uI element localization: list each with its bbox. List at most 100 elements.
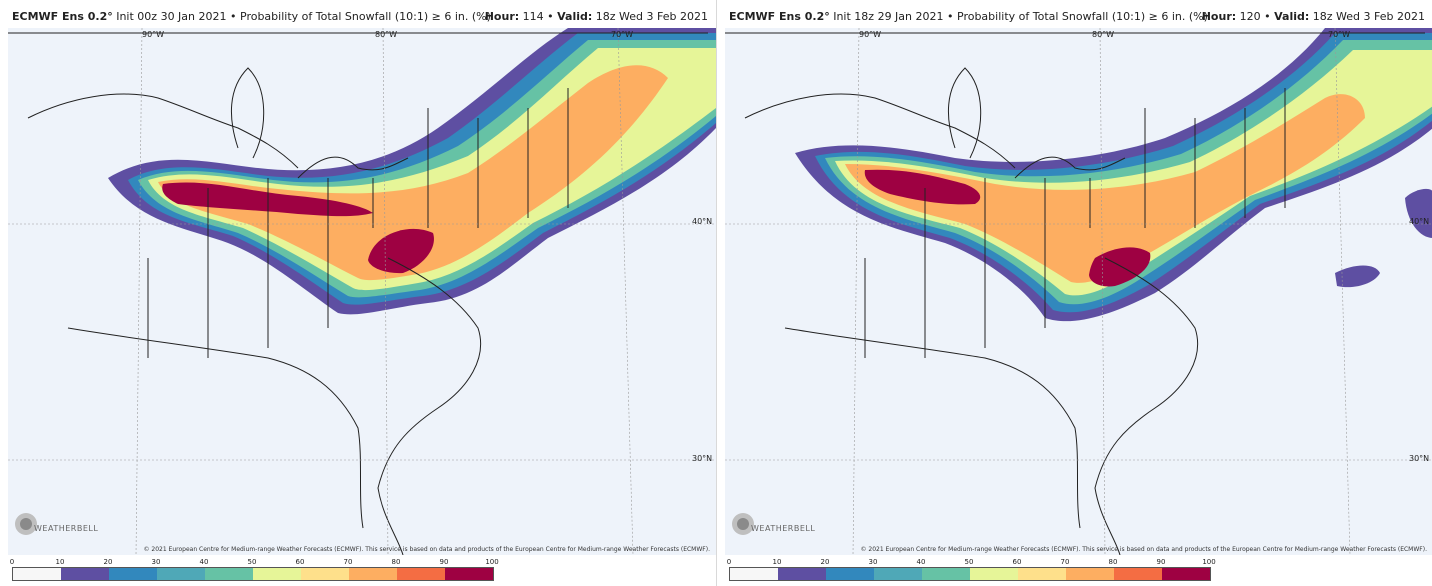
swatch-0-10 [730, 568, 778, 580]
lon-label-90w: 90°W [859, 30, 881, 39]
tick-70: 70 [1060, 558, 1070, 566]
forecast-map: 90°W 80°W 70°W 40°N 30°N [725, 28, 1432, 555]
hour-value: 114 [522, 10, 544, 23]
map-canvas: 90°W 80°W 70°W 40°N 30°N [8, 28, 716, 555]
swatch-20-30 [109, 568, 157, 580]
lake-erie [297, 156, 409, 179]
tick-70: 70 [343, 558, 353, 566]
tick-50: 50 [247, 558, 257, 566]
prob-band-offshore-2 [1405, 188, 1432, 238]
tick-20: 20 [103, 558, 113, 566]
tick-40: 40 [916, 558, 926, 566]
colorbar [12, 567, 494, 581]
title-bar: ECMWF Ens 0.2° Init 00z 30 Jan 2021 • Pr… [0, 0, 716, 28]
hour-label: Hour: [484, 10, 520, 23]
valid-value: 18z Wed 3 Feb 2021 [1312, 10, 1425, 23]
tick-40: 40 [199, 558, 209, 566]
prob-band-60 [835, 50, 1432, 296]
lat-label-30n: 30°N [1409, 454, 1429, 463]
lat-label-40n: 40°N [692, 217, 712, 226]
panel-divider [716, 0, 717, 586]
swatch-50-60 [253, 568, 301, 580]
tick-60: 60 [1012, 558, 1022, 566]
init-time: Init 18z 29 Jan 2021 [833, 10, 944, 23]
tick-90: 90 [1156, 558, 1166, 566]
valid-info: Hour: 120 • Valid: 18z Wed 3 Feb 2021 [1201, 10, 1425, 23]
weatherbell-logo: WEATHERBELL [12, 510, 98, 548]
valid-label: Valid: [1274, 10, 1310, 23]
model-name: ECMWF Ens 0.2° [729, 10, 830, 23]
tick-30: 30 [868, 558, 878, 566]
tick-60: 60 [295, 558, 305, 566]
state-lines [864, 88, 1286, 358]
swatch-80-90 [1114, 568, 1162, 580]
border-lines [8, 32, 708, 169]
lon-label-70w: 70°W [611, 30, 633, 39]
init-time: Init 00z 30 Jan 2021 [116, 10, 227, 23]
swatch-0-10 [13, 568, 61, 580]
swatch-10-20 [778, 568, 826, 580]
model-name: ECMWF Ens 0.2° [12, 10, 113, 23]
swatch-40-50 [922, 568, 970, 580]
swatch-70-80 [1066, 568, 1114, 580]
swatch-90-100 [445, 568, 493, 580]
east-coastline [1094, 257, 1199, 555]
east-coastline [377, 257, 482, 555]
prob-band-offshore [1335, 265, 1380, 288]
snowfall-probability-field [795, 28, 1432, 322]
snowfall-probability-field [108, 28, 716, 315]
chart-title: ECMWF Ens 0.2° Init 00z 30 Jan 2021 • Pr… [12, 10, 491, 23]
tick-90: 90 [439, 558, 449, 566]
swatch-90-100 [1162, 568, 1210, 580]
chart-title: ECMWF Ens 0.2° Init 18z 29 Jan 2021 • Pr… [729, 10, 1208, 23]
tick-100: 100 [1202, 558, 1216, 566]
title-bar: ECMWF Ens 0.2° Init 18z 29 Jan 2021 • Pr… [717, 0, 1432, 28]
lake-michigan [230, 67, 265, 159]
swatch-50-60 [970, 568, 1018, 580]
swatch-30-40 [874, 568, 922, 580]
tick-80: 80 [1108, 558, 1118, 566]
geographic-boundaries [8, 32, 708, 555]
valid-info: Hour: 114 • Valid: 18z Wed 3 Feb 2021 [484, 10, 708, 23]
colorbar-ticks: 0 10 20 30 40 50 60 70 80 90 100 [9, 558, 512, 568]
swatch-40-50 [205, 568, 253, 580]
swatch-20-30 [826, 568, 874, 580]
swatch-80-90 [397, 568, 445, 580]
logo-text: WEATHERBELL [34, 524, 99, 533]
product-name: Probability of Total Snowfall (10:1) ≥ 6… [240, 10, 491, 23]
prob-band-100-b [368, 228, 434, 274]
graticule [8, 28, 716, 555]
tick-0: 0 [9, 558, 15, 566]
colorbar [729, 567, 1211, 581]
map-panel-left: ECMWF Ens 0.2° Init 00z 30 Jan 2021 • Pr… [0, 0, 716, 581]
lat-label-30n: 30°N [692, 454, 712, 463]
map-canvas: 90°W 80°W 70°W 40°N 30°N [725, 28, 1432, 555]
swatch-70-80 [349, 568, 397, 580]
prob-band-80 [845, 94, 1365, 283]
prob-band-100-b [1089, 247, 1151, 287]
lon-label-70w: 70°W [1328, 30, 1350, 39]
weatherbell-logo: WEATHERBELL [729, 510, 815, 548]
forecast-map: 90°W 80°W 70°W 40°N 30°N [8, 28, 716, 555]
lon-label-80w: 80°W [1092, 30, 1114, 39]
gulf-coastline [784, 327, 1081, 529]
lake-michigan [947, 67, 982, 159]
swatch-10-20 [61, 568, 109, 580]
data-credit: © 2021 European Centre for Medium-range … [860, 546, 1427, 553]
tick-0: 0 [726, 558, 732, 566]
state-lines [147, 88, 569, 358]
logo-text: WEATHERBELL [751, 524, 816, 533]
logo-swirl-icon [15, 513, 37, 535]
gulf-coastline [67, 327, 364, 529]
product-name: Probability of Total Snowfall (10:1) ≥ 6… [957, 10, 1208, 23]
lon-label-80w: 80°W [375, 30, 397, 39]
swatch-60-70 [301, 568, 349, 580]
tick-50: 50 [964, 558, 974, 566]
lake-erie [1014, 156, 1126, 179]
tick-20: 20 [820, 558, 830, 566]
lat-label-40n: 40°N [1409, 217, 1429, 226]
swatch-60-70 [1018, 568, 1066, 580]
lon-label-90w: 90°W [142, 30, 164, 39]
valid-value: 18z Wed 3 Feb 2021 [595, 10, 708, 23]
hour-value: 120 [1239, 10, 1261, 23]
